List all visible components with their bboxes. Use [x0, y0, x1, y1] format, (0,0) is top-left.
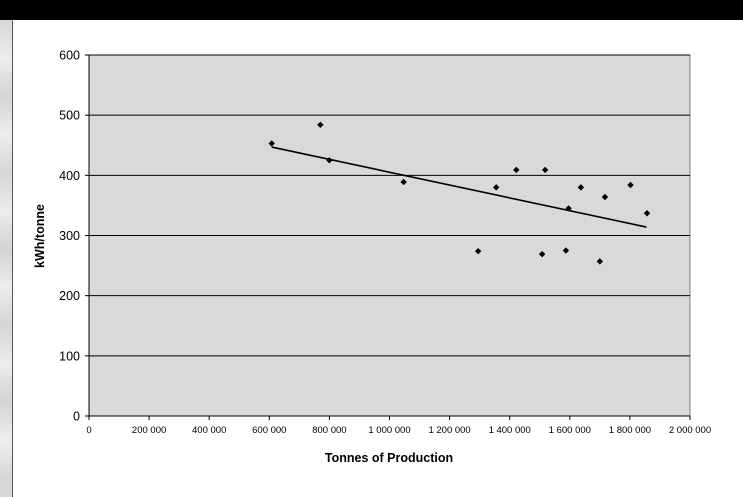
top-bar: [0, 0, 743, 20]
x-tick-label: 1 600 000: [549, 425, 591, 436]
y-tick-label: 400: [59, 169, 80, 183]
x-tick-label: 200 000: [132, 425, 166, 436]
data-point: [562, 247, 570, 254]
data-point: [577, 184, 585, 191]
x-tick-label: 400 000: [192, 425, 226, 436]
x-tick-label: 1 400 000: [489, 425, 531, 436]
y-axis-title: kWh/tonne: [33, 204, 47, 268]
y-tick-label: 500: [59, 109, 80, 123]
data-point: [317, 121, 324, 128]
x-axis: 0 200 000 400 000 600 000 800 000 1 000 000 1 …: [86, 415, 711, 436]
y-tick-label: 200: [59, 289, 80, 303]
data-point: [513, 166, 520, 174]
data-point: [627, 181, 634, 189]
data-point: [492, 184, 500, 191]
y-tick-label: 0: [73, 410, 80, 424]
y-tick-label: 600: [59, 49, 80, 63]
x-tick-label: 1 000 000: [368, 425, 410, 436]
data-point: [268, 140, 275, 147]
data-point: [538, 250, 546, 258]
left-border-line: [12, 20, 13, 497]
data-point: [400, 178, 407, 186]
x-tick-label: 800 000: [312, 425, 346, 436]
x-tick-label: 600 000: [252, 425, 286, 436]
trendline-layer: [271, 146, 647, 228]
data-points: [268, 121, 651, 265]
data-point: [596, 258, 604, 265]
x-axis-title: Tonnes of Production: [325, 451, 453, 465]
data-point: [565, 205, 572, 212]
data-point: [474, 247, 482, 255]
x-tick-label: 0: [86, 425, 91, 436]
x-tick-label: 2 000 000: [669, 425, 711, 436]
trendline: [271, 146, 647, 228]
y-axis: 0 100 200 300 400 500 600: [59, 49, 90, 424]
data-point: [643, 210, 651, 217]
x-tick-label: 1 800 000: [609, 425, 651, 436]
data-point: [601, 193, 609, 201]
y-tick-label: 100: [59, 349, 80, 363]
x-tick-label: 1 200 000: [428, 425, 470, 436]
grid-lines: [89, 54, 690, 357]
left-decorative-strip: [0, 20, 12, 497]
data-point: [326, 157, 333, 164]
data-point: [541, 166, 549, 174]
y-tick-label: 300: [59, 229, 80, 243]
